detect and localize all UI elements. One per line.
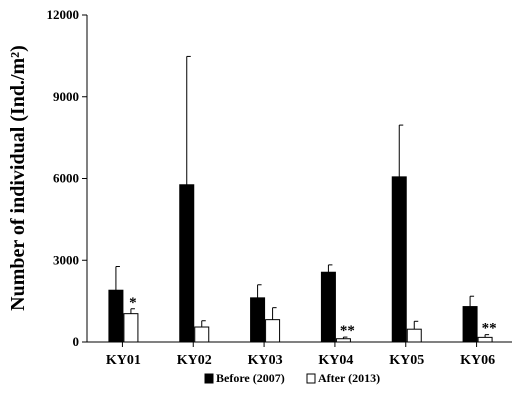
legend-swatch [306, 373, 316, 384]
y-tick-label: 12000 [47, 7, 80, 22]
y-tick-label: 6000 [53, 171, 79, 186]
x-tick-label: KY01 [106, 353, 141, 368]
bar-before [320, 271, 336, 343]
y-ticks: 0 3000 6000 9000 12000 [47, 7, 87, 349]
bar-after [335, 338, 351, 343]
y-tick-label: 3000 [53, 252, 79, 267]
bar-before [250, 297, 266, 343]
x-tick-label: KY06 [460, 353, 495, 368]
bar-after [265, 319, 281, 343]
bar-before [108, 289, 124, 343]
y-axis-title: Number of individual (Ind./m²) [7, 45, 29, 311]
legend: Before (2007) After (2013) [204, 371, 380, 385]
significance-marker: ** [340, 323, 355, 339]
bar-after [477, 336, 493, 343]
legend-label: After (2013) [318, 371, 380, 385]
bar-group-ky06: ** [462, 295, 497, 343]
y-tick-label: 9000 [53, 89, 79, 104]
x-tick-label: KY02 [177, 353, 212, 368]
significance-marker: ** [482, 321, 497, 337]
x-tick-label: KY03 [248, 353, 283, 368]
bars: *** ** [108, 55, 497, 343]
legend-swatch [204, 373, 214, 384]
y-tick-label: 0 [73, 334, 80, 349]
x-tick-label: KY05 [389, 353, 424, 368]
bar-group-ky04: ** [320, 264, 355, 343]
bar-before [179, 184, 195, 343]
x-tick-label: KY04 [318, 353, 353, 368]
y-axis-title-group: Number of individual (Ind./m²) [7, 45, 29, 311]
bar-after [406, 328, 422, 343]
bar-after [194, 326, 210, 343]
bar-group-ky05 [391, 124, 422, 343]
bar-group-ky02 [179, 55, 210, 343]
bar-group-ky01: * [108, 266, 139, 343]
bar-before [391, 176, 407, 343]
bar-before [462, 306, 478, 343]
legend-label: Before (2007) [216, 371, 285, 385]
axes [86, 15, 512, 343]
bar-after [123, 313, 139, 343]
significance-marker: * [129, 295, 137, 311]
x-tick-labels: KY01 KY02 KY03 KY04 KY05 KY06 [106, 342, 495, 368]
bar-group-ky03 [250, 284, 281, 343]
